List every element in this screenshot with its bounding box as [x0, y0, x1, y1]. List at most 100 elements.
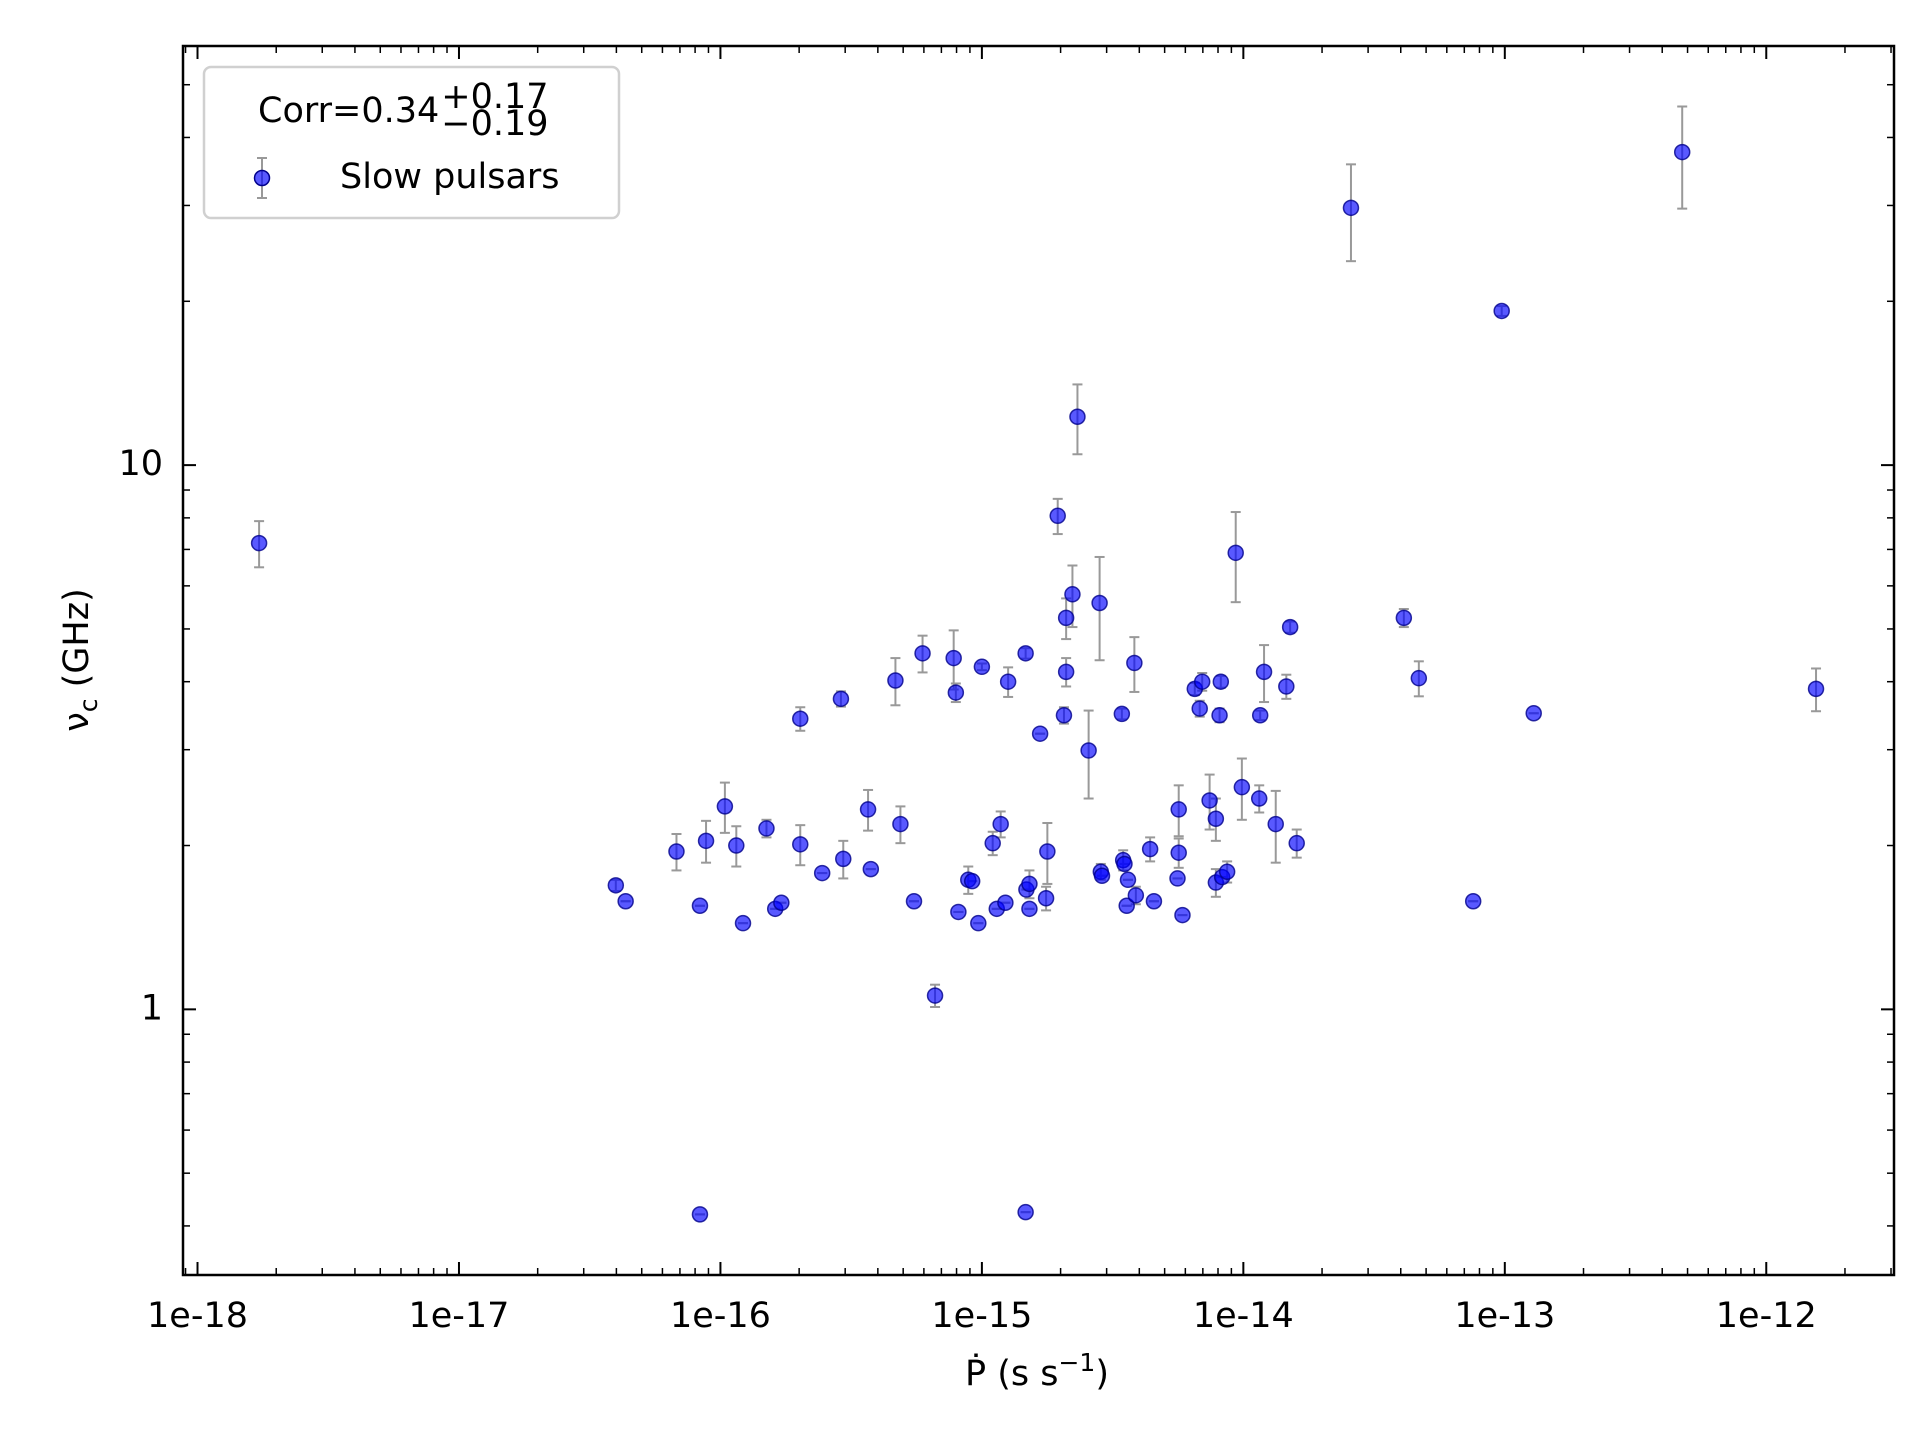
point	[1807, 680, 1825, 698]
point	[1493, 302, 1510, 320]
point	[1055, 707, 1073, 724]
point	[926, 987, 944, 1004]
point	[1207, 810, 1225, 827]
point	[1057, 663, 1075, 681]
point	[1410, 669, 1428, 687]
point	[963, 872, 981, 890]
point	[992, 815, 1009, 833]
point	[1464, 892, 1482, 910]
x-tick-label: 1e-13	[1454, 1296, 1555, 1336]
point	[973, 658, 991, 676]
point	[668, 843, 685, 860]
x-tick-label: 1e-14	[1193, 1296, 1294, 1336]
point	[1145, 892, 1163, 910]
point	[835, 850, 852, 868]
x-axis-label: Ṗ (s s−1)	[965, 1348, 1109, 1394]
plot-frame	[181, 44, 1896, 1277]
legend-title-main: Corr=0.34	[258, 91, 439, 131]
legend-marker	[253, 157, 271, 199]
point	[1281, 618, 1299, 636]
point	[997, 894, 1014, 911]
point	[1049, 507, 1066, 525]
x-label-main: Ṗ (s s	[965, 1352, 1058, 1394]
x-tick-label: 1e-15	[931, 1296, 1032, 1336]
point	[832, 690, 850, 708]
point	[1673, 143, 1691, 161]
point	[607, 877, 625, 894]
point	[1267, 815, 1284, 833]
point	[1193, 673, 1211, 690]
point	[1211, 707, 1228, 724]
point	[734, 914, 752, 932]
point	[1021, 900, 1038, 918]
point	[984, 834, 1001, 852]
y-tick-label: 1	[141, 988, 163, 1028]
point	[1118, 897, 1135, 915]
point	[1191, 700, 1208, 717]
legend-box	[202, 65, 621, 220]
point	[1218, 863, 1236, 880]
point	[1233, 778, 1251, 796]
point	[792, 710, 809, 727]
legend-title-lower: −0.19	[441, 104, 548, 144]
point	[1127, 887, 1145, 904]
x-tick-label: 1e-18	[147, 1296, 248, 1336]
point	[1080, 742, 1097, 759]
point	[1126, 654, 1143, 672]
point	[945, 649, 962, 667]
y-axis-label: νc (GHz)	[57, 588, 103, 732]
point	[905, 892, 923, 910]
x-tick-label: 1e-16	[670, 1296, 771, 1336]
y-label-main: ν	[57, 712, 97, 732]
point	[250, 534, 268, 552]
legend-title-upper: +0.17	[441, 77, 548, 117]
x-tick-label: 1e-17	[408, 1296, 509, 1336]
point	[617, 892, 634, 910]
point	[1342, 199, 1360, 217]
point	[862, 860, 880, 878]
x-label-end: )	[1095, 1354, 1109, 1394]
point	[1064, 586, 1081, 603]
point	[1169, 870, 1186, 887]
point	[1212, 673, 1230, 690]
legend-point	[253, 169, 271, 187]
y-label-sub: c	[74, 698, 103, 712]
point	[887, 672, 904, 689]
point	[892, 815, 909, 833]
point	[716, 798, 734, 815]
point	[1039, 843, 1056, 860]
point	[1093, 867, 1111, 884]
point	[697, 832, 715, 850]
point	[1227, 544, 1244, 562]
point	[1255, 663, 1273, 681]
y-label-end: (GHz)	[57, 588, 97, 698]
point	[1069, 408, 1086, 426]
point	[970, 914, 987, 932]
point	[1250, 790, 1268, 807]
point	[773, 894, 790, 911]
y-tick-label: 10	[118, 444, 163, 484]
x-label-sup: −1	[1058, 1348, 1095, 1377]
point	[1141, 840, 1159, 858]
point	[1174, 906, 1191, 924]
point	[1037, 890, 1055, 907]
point	[1395, 609, 1413, 627]
point	[1017, 1203, 1034, 1221]
point	[950, 903, 967, 921]
point	[1119, 871, 1137, 889]
point	[1057, 609, 1075, 627]
point	[1251, 707, 1269, 724]
legend-label: Slow pulsars	[340, 157, 560, 197]
point	[691, 897, 709, 915]
points	[250, 143, 1825, 1223]
point	[758, 820, 775, 837]
point	[1113, 705, 1131, 723]
point	[1017, 645, 1034, 662]
point	[1288, 834, 1305, 852]
point	[1116, 855, 1133, 873]
point	[999, 673, 1017, 690]
point	[1021, 875, 1038, 893]
legend: Corr=0.34 +0.17 −0.19 Slow pulsars	[202, 65, 621, 220]
